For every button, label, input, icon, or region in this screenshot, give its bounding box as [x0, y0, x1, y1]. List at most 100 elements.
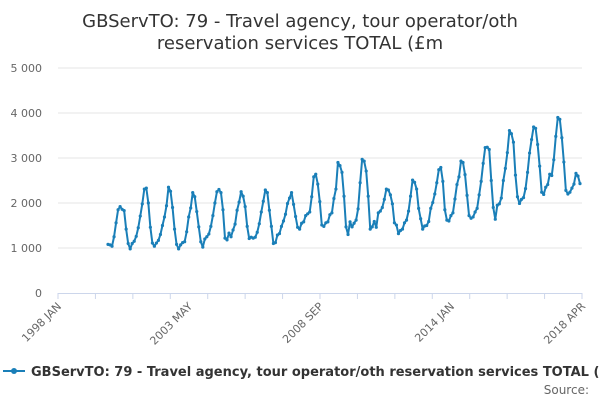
data-point[interactable]	[366, 194, 370, 198]
data-point[interactable]	[451, 211, 455, 215]
data-point[interactable]	[463, 173, 467, 177]
data-point[interactable]	[540, 190, 544, 194]
data-point[interactable]	[174, 242, 179, 246]
data-point[interactable]	[473, 210, 477, 214]
data-point[interactable]	[193, 195, 197, 199]
data-point[interactable]	[118, 205, 122, 209]
data-point[interactable]	[497, 202, 501, 206]
data-point[interactable]	[406, 209, 411, 213]
data-point[interactable]	[293, 214, 298, 219]
data-point[interactable]	[229, 235, 233, 239]
data-point[interactable]	[330, 211, 334, 215]
data-point[interactable]	[449, 214, 453, 218]
data-point[interactable]	[289, 191, 294, 195]
data-point[interactable]	[354, 218, 358, 222]
data-point[interactable]	[572, 182, 576, 186]
data-point[interactable]	[179, 243, 183, 247]
data-point[interactable]	[370, 225, 374, 229]
data-point[interactable]	[364, 169, 368, 173]
data-point[interactable]	[168, 189, 173, 193]
data-point[interactable]	[263, 188, 267, 192]
data-point[interactable]	[217, 187, 221, 192]
data-point[interactable]	[509, 132, 514, 136]
data-point[interactable]	[441, 179, 445, 183]
data-point[interactable]	[570, 186, 574, 190]
data-point[interactable]	[185, 230, 189, 234]
data-point[interactable]	[146, 201, 150, 205]
data-point[interactable]	[160, 223, 165, 228]
data-point[interactable]	[378, 209, 382, 213]
data-point[interactable]	[415, 187, 419, 191]
data-point[interactable]	[507, 128, 511, 133]
data-point[interactable]	[128, 247, 132, 251]
data-point[interactable]	[356, 207, 360, 211]
data-point[interactable]	[374, 225, 378, 229]
legend[interactable]: GBServTO: 79 - Travel agency, tour opera…	[3, 365, 600, 380]
data-point[interactable]	[479, 179, 483, 183]
data-point[interactable]	[429, 206, 433, 210]
data-point[interactable]	[558, 117, 562, 121]
data-point[interactable]	[521, 196, 526, 200]
data-point[interactable]	[308, 210, 312, 214]
data-point[interactable]	[517, 201, 522, 206]
data-point[interactable]	[189, 206, 193, 210]
data-point[interactable]	[243, 205, 247, 209]
data-point[interactable]	[538, 164, 542, 168]
data-point[interactable]	[485, 145, 489, 149]
data-point[interactable]	[534, 126, 538, 130]
data-point[interactable]	[213, 201, 217, 205]
data-point[interactable]	[346, 232, 350, 237]
data-point[interactable]	[340, 170, 344, 174]
data-point[interactable]	[536, 142, 540, 147]
data-point[interactable]	[154, 241, 159, 245]
data-point[interactable]	[550, 173, 554, 178]
data-point[interactable]	[191, 191, 195, 195]
data-point[interactable]	[503, 166, 507, 170]
data-point[interactable]	[564, 188, 568, 192]
data-point[interactable]	[338, 164, 342, 168]
data-point[interactable]	[467, 214, 471, 218]
data-point[interactable]	[183, 240, 187, 244]
data-point[interactable]	[237, 200, 241, 204]
data-point[interactable]	[546, 182, 550, 187]
data-point[interactable]	[505, 151, 509, 155]
data-point[interactable]	[148, 225, 152, 229]
data-point[interactable]	[287, 196, 292, 200]
data-point[interactable]	[352, 221, 356, 225]
data-point[interactable]	[515, 195, 520, 199]
data-point[interactable]	[205, 235, 209, 239]
data-point[interactable]	[358, 181, 362, 185]
data-point[interactable]	[368, 227, 372, 231]
data-point[interactable]	[227, 231, 231, 235]
data-point[interactable]	[453, 197, 457, 201]
data-point[interactable]	[211, 214, 215, 218]
data-point[interactable]	[318, 200, 322, 204]
data-point[interactable]	[396, 232, 401, 236]
data-point[interactable]	[277, 232, 282, 236]
data-point[interactable]	[199, 240, 203, 244]
data-point[interactable]	[417, 206, 421, 210]
data-point[interactable]	[298, 227, 302, 231]
data-point[interactable]	[562, 160, 566, 164]
data-point[interactable]	[439, 165, 443, 170]
data-point[interactable]	[136, 226, 140, 230]
data-point[interactable]	[455, 182, 459, 187]
data-point[interactable]	[253, 235, 257, 239]
data-point[interactable]	[392, 221, 397, 225]
data-point[interactable]	[257, 222, 261, 226]
data-point[interactable]	[419, 217, 423, 221]
data-point[interactable]	[578, 182, 582, 186]
data-point[interactable]	[491, 205, 495, 210]
data-point[interactable]	[152, 244, 156, 248]
data-point[interactable]	[112, 235, 116, 239]
data-point[interactable]	[544, 185, 548, 189]
data-point[interactable]	[457, 175, 461, 179]
data-point[interactable]	[322, 224, 326, 228]
data-point[interactable]	[203, 237, 207, 241]
data-point[interactable]	[487, 147, 491, 152]
data-point[interactable]	[215, 190, 219, 194]
data-point[interactable]	[134, 234, 138, 238]
data-point[interactable]	[122, 209, 126, 213]
data-point[interactable]	[477, 193, 481, 197]
data-point[interactable]	[132, 239, 136, 243]
